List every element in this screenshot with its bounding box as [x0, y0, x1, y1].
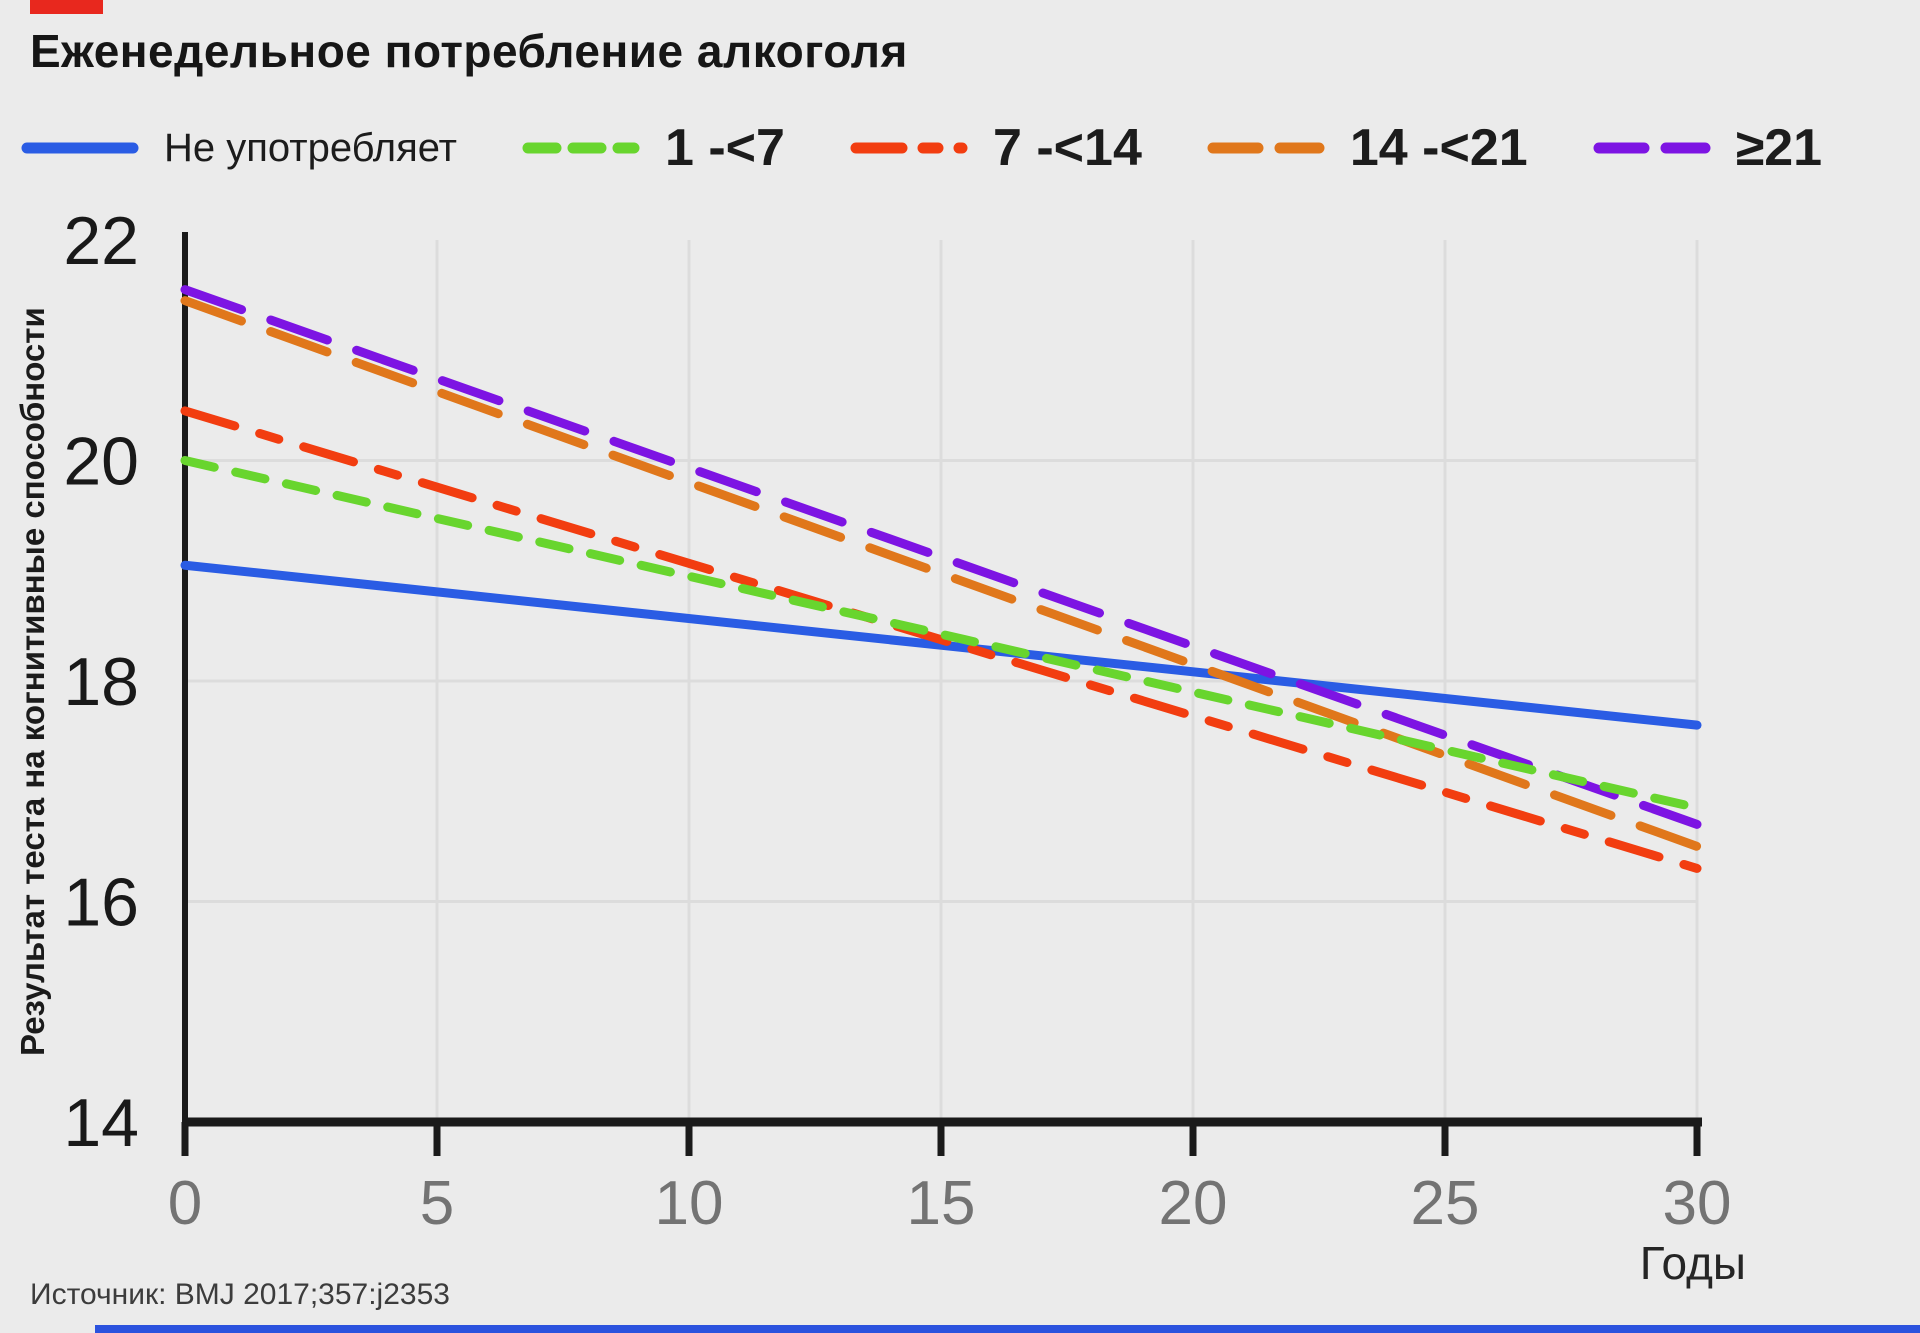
- y-tick-label: 14: [63, 1085, 139, 1161]
- x-tick-label: 10: [655, 1169, 724, 1238]
- legend-swatch-line: [850, 142, 968, 154]
- y-tick-label: 16: [63, 865, 139, 941]
- x-axis-title: Годы: [1639, 1237, 1746, 1289]
- x-tick-label: 0: [168, 1169, 202, 1238]
- series-line-1: [180, 456, 1702, 813]
- source-attribution: Источник: BMJ 2017;357:j2353: [30, 1278, 450, 1311]
- y-tick-label: 20: [63, 424, 139, 500]
- series-line-4: [180, 285, 1702, 829]
- legend-item-7-14: 7 -<14: [849, 118, 1142, 178]
- x-tick-label: 20: [1159, 1169, 1228, 1238]
- legend-swatch-line: [21, 142, 139, 154]
- chart-legend: Не употребляет 1 -<7 7 -<14 14 -<21 ≥21: [20, 118, 1822, 178]
- y-tick-label: 18: [63, 644, 139, 720]
- legend-label: 7 -<14: [992, 119, 1142, 177]
- brand-accent-bar: [30, 0, 103, 14]
- legend-label: 1 -<7: [665, 119, 785, 177]
- x-tick-label: 25: [1411, 1169, 1480, 1238]
- legend-label: Не употребляет: [164, 125, 457, 170]
- x-tick-label: 30: [1663, 1169, 1732, 1238]
- legend-item-abstainers: Не употребляет: [20, 126, 457, 171]
- legend-swatch-line: [1207, 142, 1325, 154]
- legend-item-14-21: 14 -<21: [1206, 118, 1528, 178]
- series-line-2: [180, 406, 1702, 873]
- y-tick-label: 22: [63, 203, 139, 279]
- chart-title: Еженедельное потребление алкоголя: [30, 25, 908, 77]
- legend-item-21plus: ≥21: [1592, 118, 1822, 178]
- legend-swatch-line: [1593, 142, 1711, 154]
- legend-item-1-7: 1 -<7: [521, 118, 785, 178]
- legend-label: 14 -<21: [1349, 119, 1528, 177]
- legend-label: ≥21: [1735, 119, 1823, 177]
- x-tick-label: 5: [420, 1169, 454, 1238]
- brand-bottom-bar: [95, 1325, 1920, 1333]
- legend-swatch-line: [522, 142, 640, 154]
- x-tick-label: 15: [907, 1169, 976, 1238]
- y-axis-title: Результат теста на когнитивные способнос…: [14, 307, 51, 1057]
- series-line-0: [180, 560, 1702, 730]
